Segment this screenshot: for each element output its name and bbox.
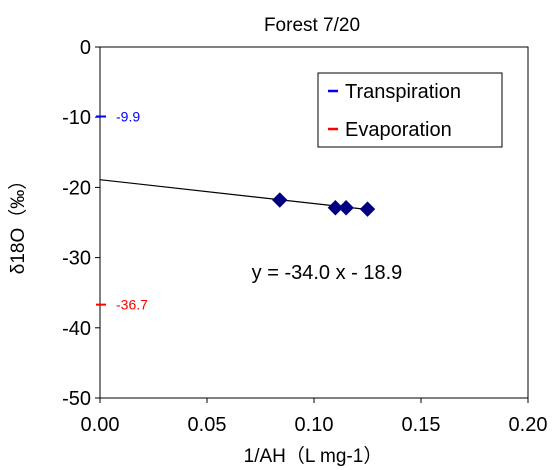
y-axis-label: δ18O（‰） [7,171,29,275]
x-tick-label: 0.05 [188,414,227,436]
data-point [327,200,344,216]
legend: Transpiration Evaporation [317,72,503,148]
reference-label-transpiration: -9.9 [116,108,140,124]
reference-label-evaporation: -36.7 [116,297,148,313]
legend-label: Evaporation [345,119,452,141]
data-points [272,192,376,217]
reference-marks: -9.9 -36.7 [96,108,148,313]
trendline-equation: y = -34.0 x - 18.9 [252,262,403,284]
y-axis: 0 -10 -20 -30 -40 -50 [62,37,100,410]
y-tick-label: 0 [80,37,91,59]
y-tick-label: -40 [62,318,91,340]
x-axis-label: 1/AH（L mg-1） [244,445,383,467]
chart-title: Forest 7/20 [264,15,360,36]
legend-label: Transpiration [345,81,461,103]
y-tick-label: -20 [62,177,91,199]
y-tick-label: -30 [62,248,91,270]
x-tick-label: 0.10 [295,414,334,436]
x-axis: 0.00 0.05 0.10 0.15 0.20 [81,398,548,436]
x-tick-label: 0.00 [81,414,120,436]
data-point [359,201,376,217]
y-tick-label: -50 [62,388,91,410]
y-tick-label: -10 [62,107,91,129]
data-point [272,192,288,208]
legend-box [317,72,503,148]
x-tick-label: 0.15 [402,414,441,436]
trendline [99,179,368,211]
x-tick-label: 0.20 [509,414,548,436]
data-point [338,200,354,216]
